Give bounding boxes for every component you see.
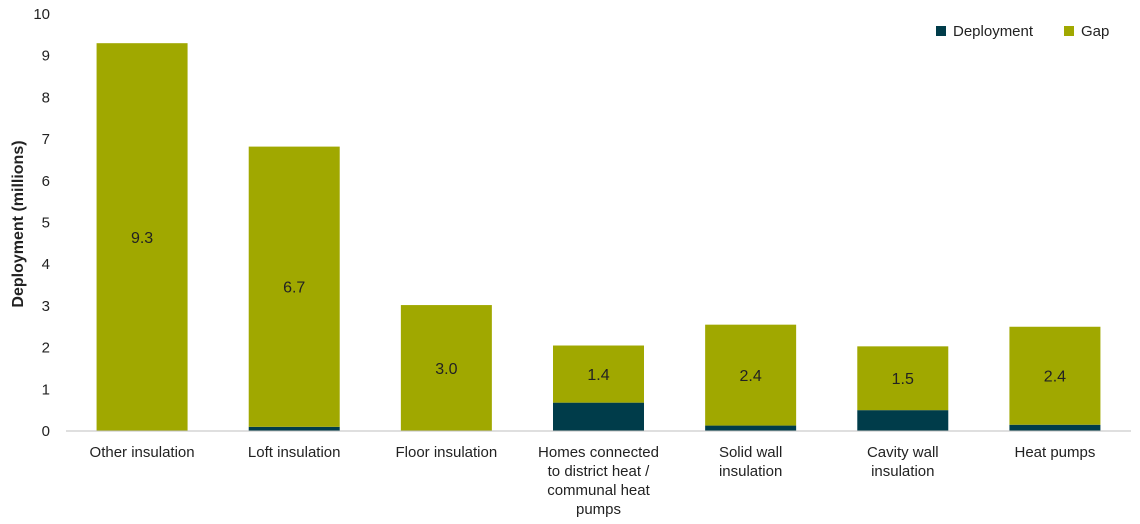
x-axis: Other insulation Loft insulation Floor ins… bbox=[66, 430, 1131, 518]
x-category-label: Cavity wall insulation bbox=[867, 444, 939, 480]
data-label: 2.4 bbox=[1044, 369, 1066, 386]
x-category-label-line: to district heat / bbox=[548, 463, 651, 480]
y-tick-label: 7 bbox=[42, 131, 50, 148]
data-label: 3.0 bbox=[435, 361, 457, 378]
x-category-label-line: Floor insulation bbox=[395, 444, 497, 461]
x-category-label-line: Cavity wall bbox=[867, 444, 939, 461]
bar-deployment-3 bbox=[553, 402, 644, 431]
y-tick-label: 9 bbox=[42, 48, 50, 65]
x-category-label-line: Loft insulation bbox=[248, 444, 341, 461]
x-category-label: Loft insulation bbox=[248, 444, 341, 461]
data-labels: 9.3 6.7 3.0 1.4 2.4 1.5 2.4 bbox=[131, 230, 1066, 388]
bar-deployment-4 bbox=[705, 425, 797, 431]
x-category-label-line: pumps bbox=[576, 501, 621, 518]
bar-gap-5 bbox=[857, 346, 949, 411]
x-category-label-line: insulation bbox=[719, 463, 782, 480]
data-label: 1.5 bbox=[892, 371, 914, 388]
legend-swatch-gap bbox=[1064, 26, 1074, 36]
legend-label-deployment: Deployment bbox=[953, 23, 1034, 40]
y-tick-label: 10 bbox=[33, 6, 50, 23]
bar-deployment-6 bbox=[1009, 424, 1101, 431]
x-category-label-line: communal heat bbox=[547, 482, 650, 499]
x-category-label: Heat pumps bbox=[1014, 444, 1095, 461]
bar-gap-0 bbox=[96, 43, 188, 431]
x-category-label-line: Homes connected bbox=[538, 444, 659, 461]
legend-label-gap: Gap bbox=[1081, 23, 1109, 40]
bar-deployment-1 bbox=[248, 426, 340, 431]
y-tick-label: 3 bbox=[42, 298, 50, 315]
bar-gap-4 bbox=[705, 324, 797, 426]
legend-swatch-deployment bbox=[936, 26, 946, 36]
data-label: 1.4 bbox=[587, 367, 609, 384]
bar-gap-1 bbox=[248, 146, 340, 427]
bar-gap-6 bbox=[1009, 326, 1101, 425]
x-category-label: Floor insulation bbox=[395, 444, 497, 461]
x-category-label: Homes connected to district heat / communa… bbox=[538, 444, 659, 518]
x-category-label-line: Solid wall bbox=[719, 444, 782, 461]
y-tick-label: 2 bbox=[42, 340, 50, 357]
legend: Deployment Gap bbox=[936, 23, 1109, 40]
data-label: 2.4 bbox=[740, 368, 762, 385]
x-category-label-line: Other insulation bbox=[90, 444, 195, 461]
y-tick-label: 0 bbox=[42, 423, 50, 440]
bar-deployment-5 bbox=[857, 410, 949, 431]
x-category-label-line: insulation bbox=[871, 463, 934, 480]
bar-gap-3 bbox=[553, 345, 644, 403]
y-axis-title: Deployment (millions) bbox=[10, 140, 27, 307]
data-label: 6.7 bbox=[283, 280, 305, 297]
bar-gap-2 bbox=[400, 305, 492, 431]
bars bbox=[96, 43, 1101, 431]
y-tick-label: 5 bbox=[42, 215, 50, 232]
y-tick-label: 6 bbox=[42, 173, 50, 190]
x-category-label: Solid wall insulation bbox=[719, 444, 782, 480]
y-tick-label: 8 bbox=[42, 89, 50, 106]
y-tick-label: 1 bbox=[42, 381, 50, 398]
x-category-label: Other insulation bbox=[90, 444, 195, 461]
data-label: 9.3 bbox=[131, 230, 153, 247]
y-axis: 0 1 2 3 4 5 6 7 8 9 10 bbox=[33, 6, 50, 440]
x-category-label-line: Heat pumps bbox=[1014, 444, 1095, 461]
y-tick-label: 4 bbox=[42, 256, 50, 273]
